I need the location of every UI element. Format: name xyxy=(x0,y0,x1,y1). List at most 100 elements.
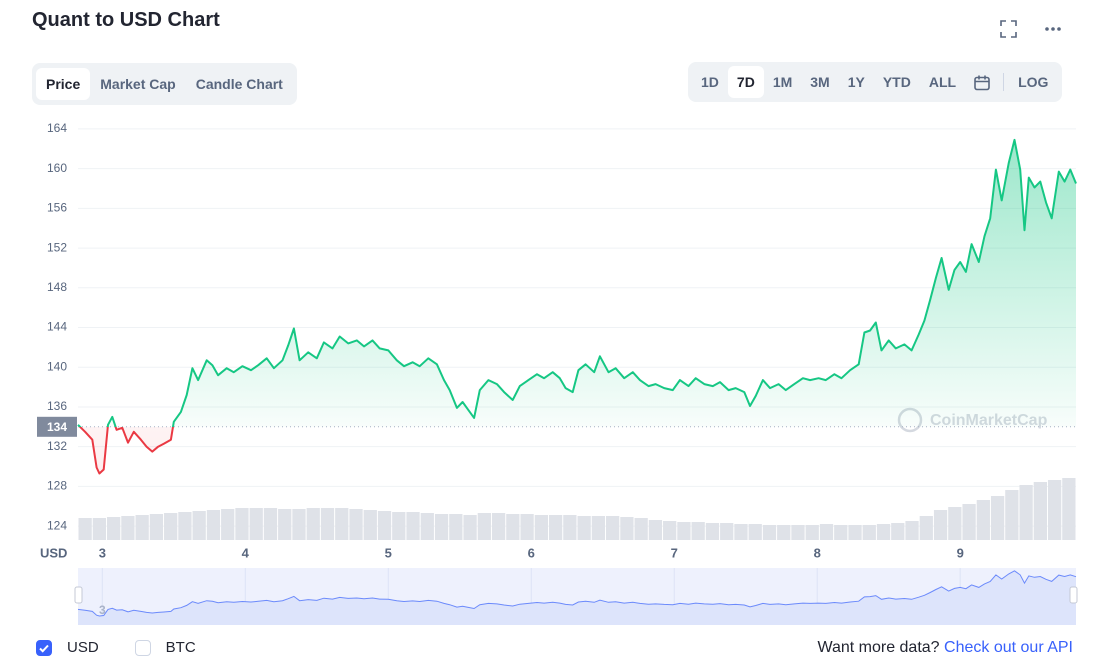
volume-bar xyxy=(235,508,249,540)
range-button[interactable]: 3M xyxy=(810,74,830,90)
volume-bar xyxy=(506,514,520,540)
volume-bar xyxy=(363,510,377,540)
volume-bar xyxy=(1062,478,1076,540)
more-icon[interactable] xyxy=(1045,27,1061,31)
y-tick-label: 136 xyxy=(47,399,67,413)
volume-bar xyxy=(92,518,107,540)
volume-bar xyxy=(677,522,691,540)
range-button[interactable]: 1Y xyxy=(847,74,865,90)
volume-bar xyxy=(891,523,905,540)
price-area xyxy=(78,139,1076,474)
baseline-label-bg xyxy=(37,416,77,437)
baseline-label: 134 xyxy=(47,420,67,434)
volume-bar xyxy=(720,523,734,540)
tab[interactable]: Price xyxy=(36,68,91,100)
volume-bar xyxy=(1005,490,1019,540)
volume-bar xyxy=(805,525,819,540)
x-tick-label: 6 xyxy=(528,545,535,560)
volume-bar xyxy=(777,525,791,540)
volume-bar xyxy=(434,514,449,540)
calendar-button[interactable] xyxy=(965,68,999,97)
api-link[interactable]: Check out our API xyxy=(944,639,1073,656)
volume-bar xyxy=(221,509,235,540)
legend: USD BTC xyxy=(36,639,232,656)
volume-bar xyxy=(848,525,862,540)
x-tick-label: 5 xyxy=(385,545,392,560)
x-tick-label: 3 xyxy=(99,545,106,560)
range-button[interactable]: 7D xyxy=(727,66,764,98)
volume-bar xyxy=(620,517,634,540)
navigator-handle[interactable] xyxy=(1069,586,1078,604)
api-prompt: Want more data? Check out our API xyxy=(817,639,1073,657)
volume-bar xyxy=(278,509,292,540)
volume-bar xyxy=(491,513,506,540)
y-tick-label: 164 xyxy=(47,121,67,135)
checkbox[interactable] xyxy=(134,639,151,656)
volume-bar xyxy=(577,516,591,540)
legend-label: BTC xyxy=(165,639,196,656)
navigator-handle[interactable] xyxy=(74,586,83,604)
y-tick-label: 148 xyxy=(47,280,67,294)
checkbox[interactable] xyxy=(36,639,52,656)
volume-bar xyxy=(192,511,206,540)
volume-bar xyxy=(834,525,848,540)
chart: 124128132136140144148152156160164USDCoin… xyxy=(37,121,1078,625)
tab[interactable]: Market Cap xyxy=(100,76,176,92)
volume-bar xyxy=(164,513,178,540)
volume-bar xyxy=(135,515,149,540)
volume-bar xyxy=(705,523,720,540)
volume-bar xyxy=(962,504,976,540)
price-line xyxy=(77,138,1077,475)
volume-bar xyxy=(919,516,933,540)
volume-bar xyxy=(206,510,221,540)
volume-bar xyxy=(548,515,563,540)
volume-bar xyxy=(819,524,834,540)
volume-bar xyxy=(648,520,663,540)
volume-bar xyxy=(463,515,477,540)
volume-bar xyxy=(449,514,463,540)
y-axis-label: USD xyxy=(40,545,67,560)
calendar-icon xyxy=(974,75,990,90)
y-tick-label: 128 xyxy=(47,479,67,493)
volume-bar xyxy=(78,518,92,540)
navigator-tick-label: 3 xyxy=(99,603,106,617)
volume-bar xyxy=(948,507,962,540)
volume-bar xyxy=(392,512,406,540)
y-tick-label: 156 xyxy=(47,201,67,215)
volume-bar xyxy=(1033,482,1047,540)
volume-bar xyxy=(534,515,548,540)
x-tick-label: 7 xyxy=(671,545,678,560)
tab[interactable]: Candle Chart xyxy=(195,76,283,92)
chart-tabs: Price Market Cap Candle Chart xyxy=(32,63,297,105)
api-text: Want more data? xyxy=(817,639,940,656)
volume-bar xyxy=(249,508,263,540)
volume-bar xyxy=(734,524,748,540)
legend-item[interactable]: USD xyxy=(36,639,99,656)
range-button[interactable]: 1D xyxy=(701,74,719,90)
x-tick-label: 9 xyxy=(957,545,964,560)
volume-bar xyxy=(1019,485,1033,540)
volume-bar xyxy=(876,524,891,540)
range-button[interactable]: YTD xyxy=(882,74,911,90)
volume-bar xyxy=(107,517,121,540)
fullscreen-icon[interactable] xyxy=(1000,20,1017,38)
range-button[interactable]: 1M xyxy=(772,74,793,90)
volume-bar xyxy=(663,521,677,540)
volume-bar xyxy=(591,516,606,540)
x-tick-label: 8 xyxy=(814,545,821,560)
volume-bar xyxy=(634,518,648,540)
volume-bar xyxy=(606,516,620,540)
volume-bar xyxy=(406,512,420,540)
volume-bar xyxy=(178,512,192,540)
legend-item[interactable]: BTC xyxy=(134,639,196,656)
volume-bar xyxy=(377,511,392,540)
volume-bar xyxy=(1047,480,1062,540)
range-button[interactable]: ALL xyxy=(928,74,957,90)
volume-bar xyxy=(292,509,306,540)
y-tick-label: 144 xyxy=(47,320,67,334)
volume-bar xyxy=(762,525,777,540)
x-tick-label: 4 xyxy=(242,545,250,560)
volume-bar xyxy=(335,508,349,540)
volume-bar xyxy=(263,508,278,540)
log-button[interactable]: LOG xyxy=(1018,74,1049,90)
